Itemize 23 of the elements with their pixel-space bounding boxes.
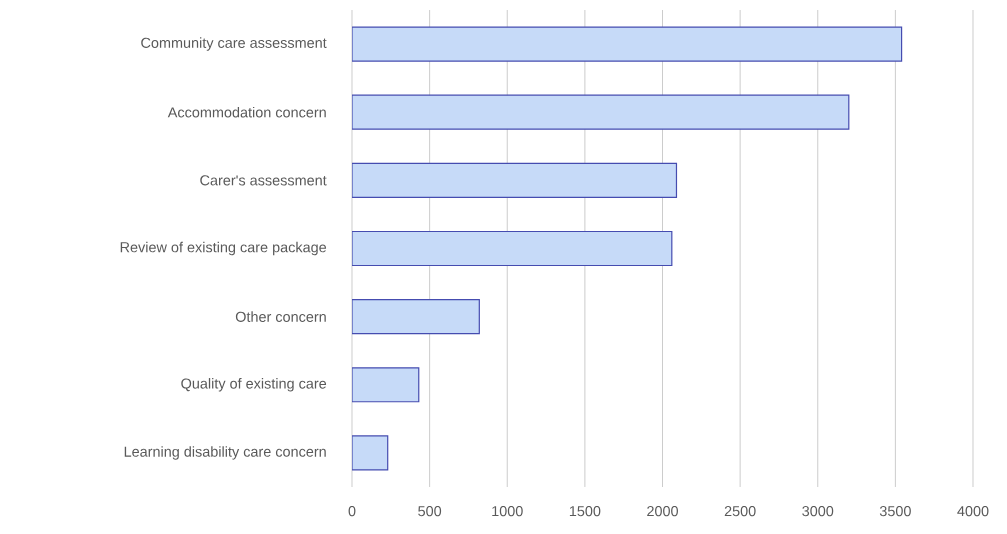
y-tick-label: Other concern [235, 311, 326, 322]
y-tick-label: Quality of existing care [181, 378, 327, 392]
y-tick-label: Review of existing care package [120, 241, 327, 256]
bar [352, 162, 678, 198]
x-tick-label: 0 [348, 506, 356, 517]
bar [352, 367, 420, 403]
bar [352, 94, 850, 130]
y-tick-label: Learning disability care concern [124, 446, 326, 460]
bar [352, 230, 673, 267]
x-tick-label: 500 [418, 506, 442, 517]
y-tick-label: Accommodation concern [167, 106, 326, 118]
x-tick-label: 1500 [569, 506, 601, 517]
bar [352, 26, 903, 62]
x-tick-label: 3500 [879, 506, 911, 517]
x-tick-label: 2500 [724, 506, 756, 517]
x-tick-label: 2000 [647, 506, 678, 517]
x-tick-label: 1000 [492, 506, 523, 517]
y-tick-label: Carer's assessment [200, 175, 327, 186]
x-tick-label: 4000 [957, 506, 989, 517]
x-tick-label: 3000 [802, 506, 834, 517]
bar [352, 299, 480, 335]
bar [352, 435, 389, 471]
y-tick-label: Community care assessment [141, 37, 327, 51]
